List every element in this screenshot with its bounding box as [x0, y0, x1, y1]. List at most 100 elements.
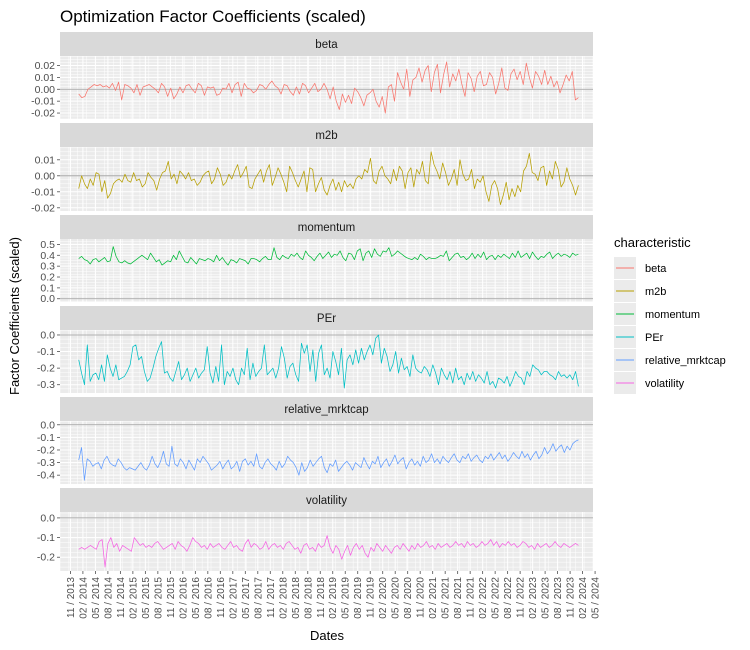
x-tick-label: 11 / 2022	[516, 577, 527, 618]
legend-label: beta	[645, 263, 667, 275]
y-tick-label: -0.3	[37, 457, 55, 469]
x-tick-label: 08 / 2022	[503, 577, 514, 619]
facet-strip	[60, 215, 593, 239]
legend-label: PEr	[645, 332, 664, 344]
x-tick-label: 02 / 2024	[578, 577, 589, 619]
x-tick-label: 02 / 2014	[78, 577, 89, 619]
facet-strip-label: m2b	[315, 130, 337, 142]
x-tick-label: 05 / 2018	[291, 577, 302, 619]
y-tick-label: -0.1	[37, 346, 55, 358]
x-tick-label: 11 / 2014	[116, 577, 127, 618]
x-tick-label: 08 / 2023	[553, 577, 564, 619]
y-tick-label: -0.01	[31, 96, 55, 108]
facet-strip-label: momentum	[298, 222, 356, 234]
x-tick-label: 05 / 2024	[591, 577, 602, 619]
legend-item-PEr: PEr	[614, 326, 664, 348]
x-tick-label: 08 / 2020	[403, 577, 414, 619]
legend: characteristic beta m2b momentum PEr relativ…	[614, 235, 726, 394]
series-line-momentum	[78, 246, 579, 266]
x-tick-label: 11 / 2016	[216, 577, 227, 618]
facet-panel-m2b: m2b 0.01 0.00 -0.01 -0.02	[31, 123, 596, 214]
legend-item-m2b: m2b	[614, 280, 666, 302]
x-tick-label: 11 / 2013	[66, 577, 77, 618]
x-tick-label: 02 / 2016	[178, 577, 189, 619]
y-tick-label: 0.00	[35, 170, 56, 182]
x-tick-label: 08 / 2018	[303, 577, 314, 619]
facet-panel-relative_mrktcap: relative_mrktcap 0.0-0.1-0.2-0.3-0.4	[37, 397, 596, 484]
series-line-m2b	[78, 151, 579, 205]
x-tick-label: 08 / 2016	[203, 577, 214, 619]
y-tick-label: 0.3	[40, 261, 55, 273]
y-tick-label: 0.01	[35, 72, 56, 84]
y-tick-label: 0.0	[40, 293, 55, 305]
y-tick-label: -0.2	[37, 444, 55, 456]
y-tick-label: 0.0	[40, 329, 55, 341]
facet-panel-volatility: volatility 0.0 -0.1 -0.2	[37, 488, 596, 571]
y-tick-label: 0.0	[40, 419, 55, 431]
x-tick-label: 05 / 2015	[141, 577, 152, 619]
y-tick-label: -0.4	[37, 470, 55, 482]
legend-label: volatility	[645, 378, 685, 390]
x-tick-label: 11 / 2019	[366, 577, 377, 618]
y-tick-label: 0.01	[35, 154, 56, 166]
x-tick-label: 11 / 2017	[266, 577, 277, 618]
x-tick-label: 02 / 2017	[228, 577, 239, 619]
legend-label: momentum	[645, 309, 700, 321]
x-axis-title: Dates	[310, 628, 344, 643]
x-tick-label: 05 / 2020	[391, 577, 402, 619]
x-tick-label: 02 / 2023	[528, 577, 539, 619]
x-tick-label: 08 / 2019	[353, 577, 364, 619]
x-tick-label: 02 / 2021	[428, 577, 439, 619]
facet-strip	[60, 397, 593, 421]
x-axis: 11 / 2013 02 / 2014 05 / 2014 08 / 2014 11 /…	[66, 571, 602, 619]
x-tick-label: 05 / 2023	[541, 577, 552, 619]
facet-strip-label: relative_mrktcap	[284, 404, 368, 416]
x-tick-label: 08 / 2021	[453, 577, 464, 619]
x-tick-label: 05 / 2019	[341, 577, 352, 619]
legend-item-momentum: momentum	[614, 303, 700, 325]
x-tick-label: 02 / 2018	[278, 577, 289, 619]
y-tick-label: 0.2	[40, 272, 55, 284]
x-tick-label: 02 / 2015	[128, 577, 139, 619]
series-line-beta	[78, 61, 579, 114]
x-tick-label: 05 / 2016	[191, 577, 202, 619]
y-tick-label: -0.01	[31, 186, 55, 198]
x-tick-label: 05 / 2014	[91, 577, 102, 619]
x-tick-label: 11 / 2021	[466, 577, 477, 618]
series-line-relative_mrktcap	[78, 439, 579, 481]
y-tick-label: -0.3	[37, 379, 55, 391]
facet-strip-label: volatility	[306, 495, 347, 507]
y-tick-label: -0.2	[37, 552, 55, 564]
legend-item-beta: beta	[614, 257, 667, 279]
y-tick-label: -0.02	[31, 108, 55, 120]
y-tick-label: 0.5	[40, 239, 55, 251]
facet-strip	[60, 488, 593, 512]
x-tick-label: 05 / 2017	[241, 577, 252, 619]
y-tick-label: 0.00	[35, 84, 56, 96]
chart-title: Optimization Factor Coefficients (scaled…	[60, 7, 366, 26]
y-tick-label: -0.1	[37, 432, 55, 444]
x-tick-label: 08 / 2015	[153, 577, 164, 619]
legend-item-relative_mrktcap: relative_mrktcap	[614, 349, 726, 371]
facet-strip-label: PEr	[317, 313, 336, 325]
y-tick-label: 0.1	[40, 282, 55, 294]
x-tick-label: 02 / 2020	[378, 577, 389, 619]
series-line-volatility	[78, 535, 579, 568]
legend-item-volatility: volatility	[614, 372, 685, 394]
x-tick-label: 02 / 2019	[328, 577, 339, 619]
y-axis-title: Factor Coefficients (scaled)	[7, 237, 22, 395]
legend-label: relative_mrktcap	[645, 355, 726, 367]
y-tick-label: 0.4	[40, 250, 55, 262]
series-line-PEr	[78, 334, 579, 389]
y-tick-label: 0.02	[35, 60, 56, 72]
facet-strip	[60, 123, 593, 147]
y-tick-label: -0.1	[37, 532, 55, 544]
x-tick-label: 11 / 2018	[316, 577, 327, 618]
x-tick-label: 11 / 2015	[166, 577, 177, 618]
y-tick-label: -0.2	[37, 363, 55, 375]
x-tick-label: 05 / 2021	[441, 577, 452, 619]
facet-panels: beta0.020.010.00-0.01-0.02m2b0.010.00-0.…	[31, 32, 596, 571]
y-tick-label: 0.0	[40, 512, 55, 524]
legend-title: characteristic	[614, 235, 691, 250]
